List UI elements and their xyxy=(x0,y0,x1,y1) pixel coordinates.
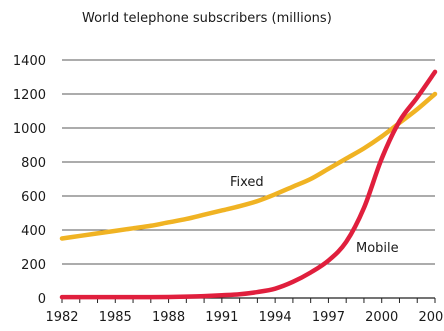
y-tick-label-200: 200 xyxy=(21,258,46,273)
y-tick-label-800: 800 xyxy=(21,156,46,171)
series-label-mobile: Mobile xyxy=(356,241,399,256)
x-tick-label-1985: 1985 xyxy=(99,310,132,325)
y-tick-label-600: 600 xyxy=(21,190,46,205)
series-line-mobile xyxy=(59,69,438,300)
x-tick-label-1991: 1991 xyxy=(205,310,238,325)
y-tick-label-0: 0 xyxy=(38,292,46,307)
y-tick-label-400: 400 xyxy=(21,224,46,239)
series-lines xyxy=(59,69,438,300)
x-axis: 1982 1985 1988 1991 1994 1997 2000 2003 xyxy=(45,298,444,325)
chart-title: World telephone subscribers (millions) xyxy=(82,11,332,26)
y-tick-label-1400: 1400 xyxy=(13,54,46,69)
x-tick-label-1997: 1997 xyxy=(312,310,345,325)
y-tick-label-1200: 1200 xyxy=(13,88,46,103)
series-label-fixed: Fixed xyxy=(230,175,264,190)
y-axis: 0 200 400 600 800 1000 1200 1400 xyxy=(13,54,46,307)
series-line-fixed xyxy=(59,91,438,241)
x-tick-label-1982: 1982 xyxy=(45,310,78,325)
x-tick-label-1994: 1994 xyxy=(259,310,292,325)
x-tick-label-2003: 2003 xyxy=(418,310,444,325)
x-tick-label-1988: 1988 xyxy=(152,310,185,325)
x-tick-label-2000: 2000 xyxy=(365,310,398,325)
y-tick-label-1000: 1000 xyxy=(13,122,46,137)
